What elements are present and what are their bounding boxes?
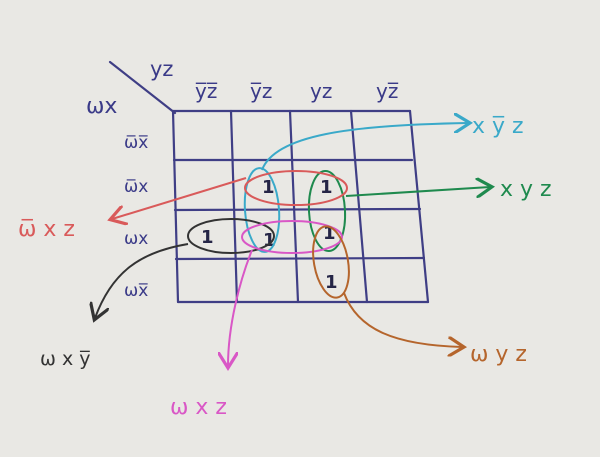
group-loop-blue bbox=[243, 167, 281, 253]
arrow-orange bbox=[343, 292, 462, 347]
cell-1: 1 bbox=[262, 177, 275, 198]
corner-diagonal bbox=[108, 60, 177, 115]
kmap-grid bbox=[171, 109, 430, 304]
label-orange: ω y z bbox=[470, 342, 527, 367]
row-header-3: ωx̅ bbox=[124, 281, 149, 301]
label-pink: ω x z bbox=[170, 395, 227, 420]
label-red: ω̅ x z bbox=[18, 217, 75, 242]
col-header-1: y̅z bbox=[250, 79, 272, 103]
group-loop-black bbox=[187, 218, 275, 254]
row-header-0: ω̅x̅ bbox=[124, 133, 149, 153]
arrow-green bbox=[345, 187, 490, 196]
arrow-pink bbox=[228, 249, 253, 366]
group-loop-green bbox=[307, 170, 347, 252]
label-green: x y z bbox=[500, 177, 552, 202]
group-loop-pink bbox=[241, 220, 343, 254]
group-loop-red bbox=[244, 170, 348, 206]
col-header-0: y̅z̅ bbox=[195, 79, 218, 103]
label-black: ω x y̅ bbox=[40, 348, 91, 370]
cell-1: 1 bbox=[201, 227, 214, 248]
col-header-2: yz bbox=[310, 79, 332, 103]
col-header-3: yz̅ bbox=[376, 79, 399, 103]
row-header-1: ω̅x bbox=[124, 177, 148, 197]
cell-1: 1 bbox=[325, 272, 338, 293]
arrow-blue bbox=[261, 123, 468, 171]
label-blue: x y̅ z bbox=[472, 114, 524, 139]
corner-cols-var: yz bbox=[150, 57, 173, 81]
arrow-red bbox=[112, 177, 247, 219]
row-header-2: ωx bbox=[124, 229, 148, 249]
corner-rows-var: ωx bbox=[86, 94, 117, 119]
group-loop-orange bbox=[312, 225, 350, 299]
cell-1: 1 bbox=[320, 177, 333, 198]
arrow-black bbox=[95, 243, 189, 318]
